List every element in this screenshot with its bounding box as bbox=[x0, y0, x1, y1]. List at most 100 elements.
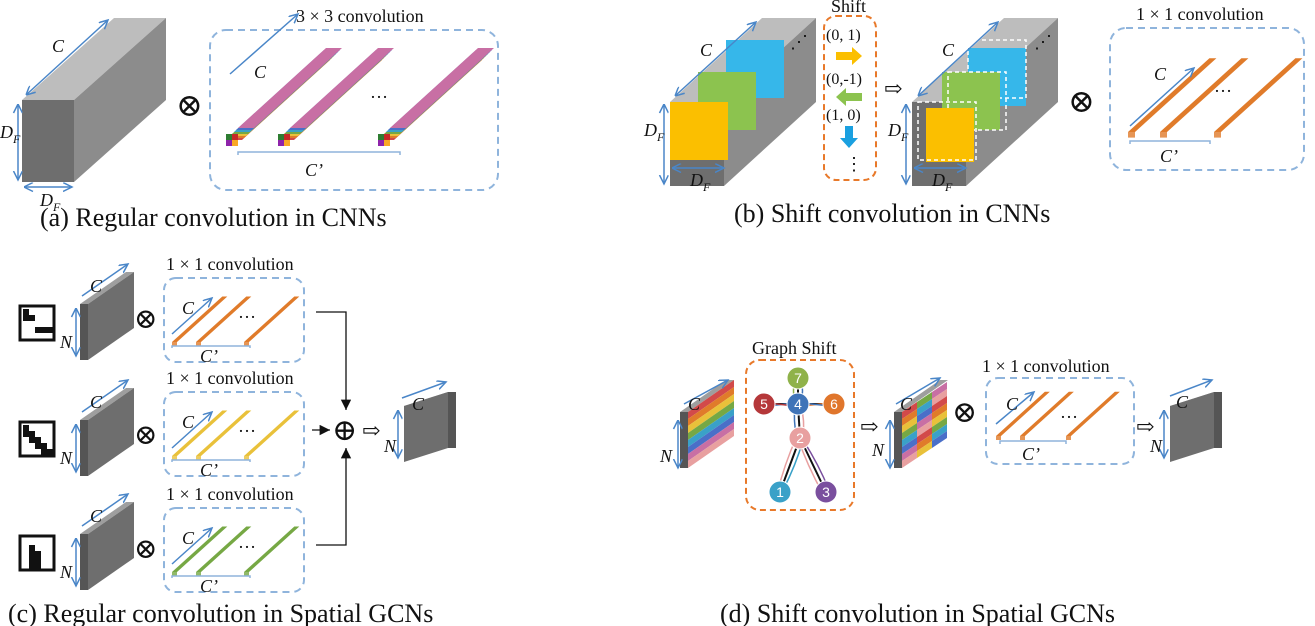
panel-b: ⋰ C DF DF Shift (0, 1) (0,-1) (1, 0) ⋮ ⇨ bbox=[643, 0, 1305, 228]
shift-0-1: (0, 1) bbox=[826, 27, 861, 44]
conv-label: 1 × 1 convolution bbox=[166, 254, 294, 274]
b2-c-label: C bbox=[942, 40, 955, 60]
kernel-c-label: C bbox=[182, 298, 195, 318]
b-conv-label: 1 × 1 convolution bbox=[1136, 4, 1264, 24]
cprime-label: C’ bbox=[200, 346, 218, 366]
graph-title: Graph Shift bbox=[752, 338, 837, 358]
kernel-bar bbox=[244, 410, 300, 460]
d-out-c-label: C bbox=[1176, 392, 1189, 412]
otimes-symbol: ⊗ bbox=[134, 420, 157, 451]
svg-text:4: 4 bbox=[794, 396, 802, 412]
orange-kernel bbox=[1214, 58, 1303, 138]
gcn-row: C N ⊗ 1 × 1 convolution C … C’ bbox=[18, 254, 305, 366]
rainbow-kernel bbox=[378, 48, 494, 146]
caption-d: (d) Shift convolution in Spatial GCNs bbox=[720, 599, 1115, 626]
c-output-slab bbox=[404, 392, 456, 462]
c-label: C bbox=[90, 276, 103, 296]
svg-text:1: 1 bbox=[776, 484, 784, 500]
shift-box bbox=[823, 15, 877, 181]
graph-node-6: 6 bbox=[822, 392, 846, 416]
rainbow-kernel bbox=[226, 48, 342, 146]
arrow-right-icon bbox=[836, 47, 862, 65]
kernel-box bbox=[163, 277, 305, 363]
kernel-box bbox=[163, 507, 305, 593]
b-cprime-label: C’ bbox=[1160, 146, 1178, 166]
gcn-rows: C N ⊗ 1 × 1 convolution C … C’ C N ⊗ 1 × 1 convolu… bbox=[18, 254, 305, 596]
kernel-bar bbox=[172, 526, 228, 576]
c-out-c-label: C bbox=[412, 394, 425, 414]
b-df-bottom-label: DF bbox=[689, 170, 711, 194]
d-otimes-symbol: ⊗ bbox=[952, 396, 977, 429]
b-ellipsis: … bbox=[1214, 76, 1232, 96]
ellipsis: … bbox=[238, 302, 256, 322]
orange-kernel bbox=[996, 391, 1050, 440]
c-arrow-symbol: ⇨ bbox=[362, 418, 380, 443]
b2-df-label: DF bbox=[887, 120, 909, 144]
otimes-symbol: ⊗ bbox=[176, 87, 203, 123]
caption-b: (b) Shift convolution in CNNs bbox=[734, 199, 1050, 228]
kernel-box bbox=[163, 391, 305, 477]
conv-label: 1 × 1 convolution bbox=[166, 368, 294, 388]
rainbow-kernels bbox=[226, 48, 494, 146]
arrow-down-icon bbox=[840, 126, 858, 148]
gcn-row: C N ⊗ 1 × 1 convolution C … C’ bbox=[18, 368, 305, 480]
d-orange-kernels bbox=[996, 391, 1120, 440]
d-shifted-slab bbox=[894, 380, 948, 468]
svg-text:6: 6 bbox=[830, 396, 838, 412]
n-label: N bbox=[59, 562, 73, 582]
d-kernel-c-label: C bbox=[1006, 394, 1019, 414]
svg-text:⋰: ⋰ bbox=[790, 32, 808, 52]
b-kernel-c-label: C bbox=[1154, 64, 1167, 84]
b-c-label: C bbox=[700, 40, 713, 60]
d-n-label: N bbox=[659, 446, 673, 466]
d-out-n-label: N bbox=[1149, 436, 1163, 456]
feature-map-box bbox=[22, 18, 166, 182]
d-arrow-symbol-2: ⇨ bbox=[1136, 414, 1154, 439]
orange-kernel bbox=[1066, 391, 1120, 440]
b-otimes-symbol: ⊗ bbox=[1068, 83, 1095, 119]
skeleton-graph: 7 5 4 6 2 1 3 bbox=[752, 366, 846, 504]
caption-c: (c) Regular convolution in Spatial GCNs bbox=[8, 599, 433, 626]
svg-text:2: 2 bbox=[796, 430, 804, 446]
d-cprime-label: C’ bbox=[1022, 444, 1040, 464]
d2-c-label: C bbox=[900, 394, 913, 414]
otimes-symbol: ⊗ bbox=[134, 534, 157, 565]
shift-1-0: (1, 0) bbox=[826, 107, 861, 124]
graph-shift-box bbox=[745, 359, 855, 511]
adjacency-matrix-icon bbox=[18, 420, 56, 458]
d-arrow-symbol-1: ⇨ bbox=[860, 414, 878, 439]
n-label: N bbox=[59, 448, 73, 468]
shift-0-neg1: (0,-1) bbox=[826, 71, 862, 88]
ellipsis: … bbox=[238, 416, 256, 436]
c-label: C bbox=[52, 36, 65, 56]
conv-label: 3 × 3 convolution bbox=[296, 6, 424, 26]
panel-c: C N ⊗ 1 × 1 convolution C … C’ C N ⊗ 1 × 1 convolu… bbox=[8, 254, 456, 626]
shift-title: Shift bbox=[831, 0, 866, 16]
graph-node-2: 2 bbox=[788, 426, 812, 450]
gcn-row: C N ⊗ 1 × 1 convolution C … C’ bbox=[18, 484, 305, 596]
otimes-symbol: ⊗ bbox=[134, 304, 157, 335]
kernel-c-label: C bbox=[182, 412, 195, 432]
kernel-bar bbox=[244, 296, 300, 346]
b2-df-bottom-label: DF bbox=[931, 170, 953, 194]
n-label: N bbox=[59, 332, 73, 352]
graph-node-4: 4 bbox=[786, 392, 810, 416]
vdots: ⋮ bbox=[845, 154, 863, 174]
kernel-c-label: C bbox=[254, 62, 267, 82]
graph-node-5: 5 bbox=[752, 392, 776, 416]
cprime-label: C’ bbox=[305, 160, 323, 180]
conv-label: 1 × 1 convolution bbox=[166, 484, 294, 504]
d-output-slab bbox=[1170, 392, 1222, 462]
c-label: C bbox=[90, 392, 103, 412]
df-bottom-label: DF bbox=[39, 190, 61, 214]
cprime-label: C’ bbox=[200, 576, 218, 596]
d2-n-label: N bbox=[871, 440, 885, 460]
b-kernel-box bbox=[1109, 27, 1305, 171]
arrow-symbol: ⇨ bbox=[884, 76, 902, 101]
cprime-label: C’ bbox=[200, 460, 218, 480]
d-conv-label: 1 × 1 convolution bbox=[982, 356, 1110, 376]
graph-node-3: 3 bbox=[814, 480, 838, 504]
rainbow-kernel bbox=[278, 48, 394, 146]
ellipsis: … bbox=[238, 532, 256, 552]
b-df-label: DF bbox=[643, 120, 665, 144]
